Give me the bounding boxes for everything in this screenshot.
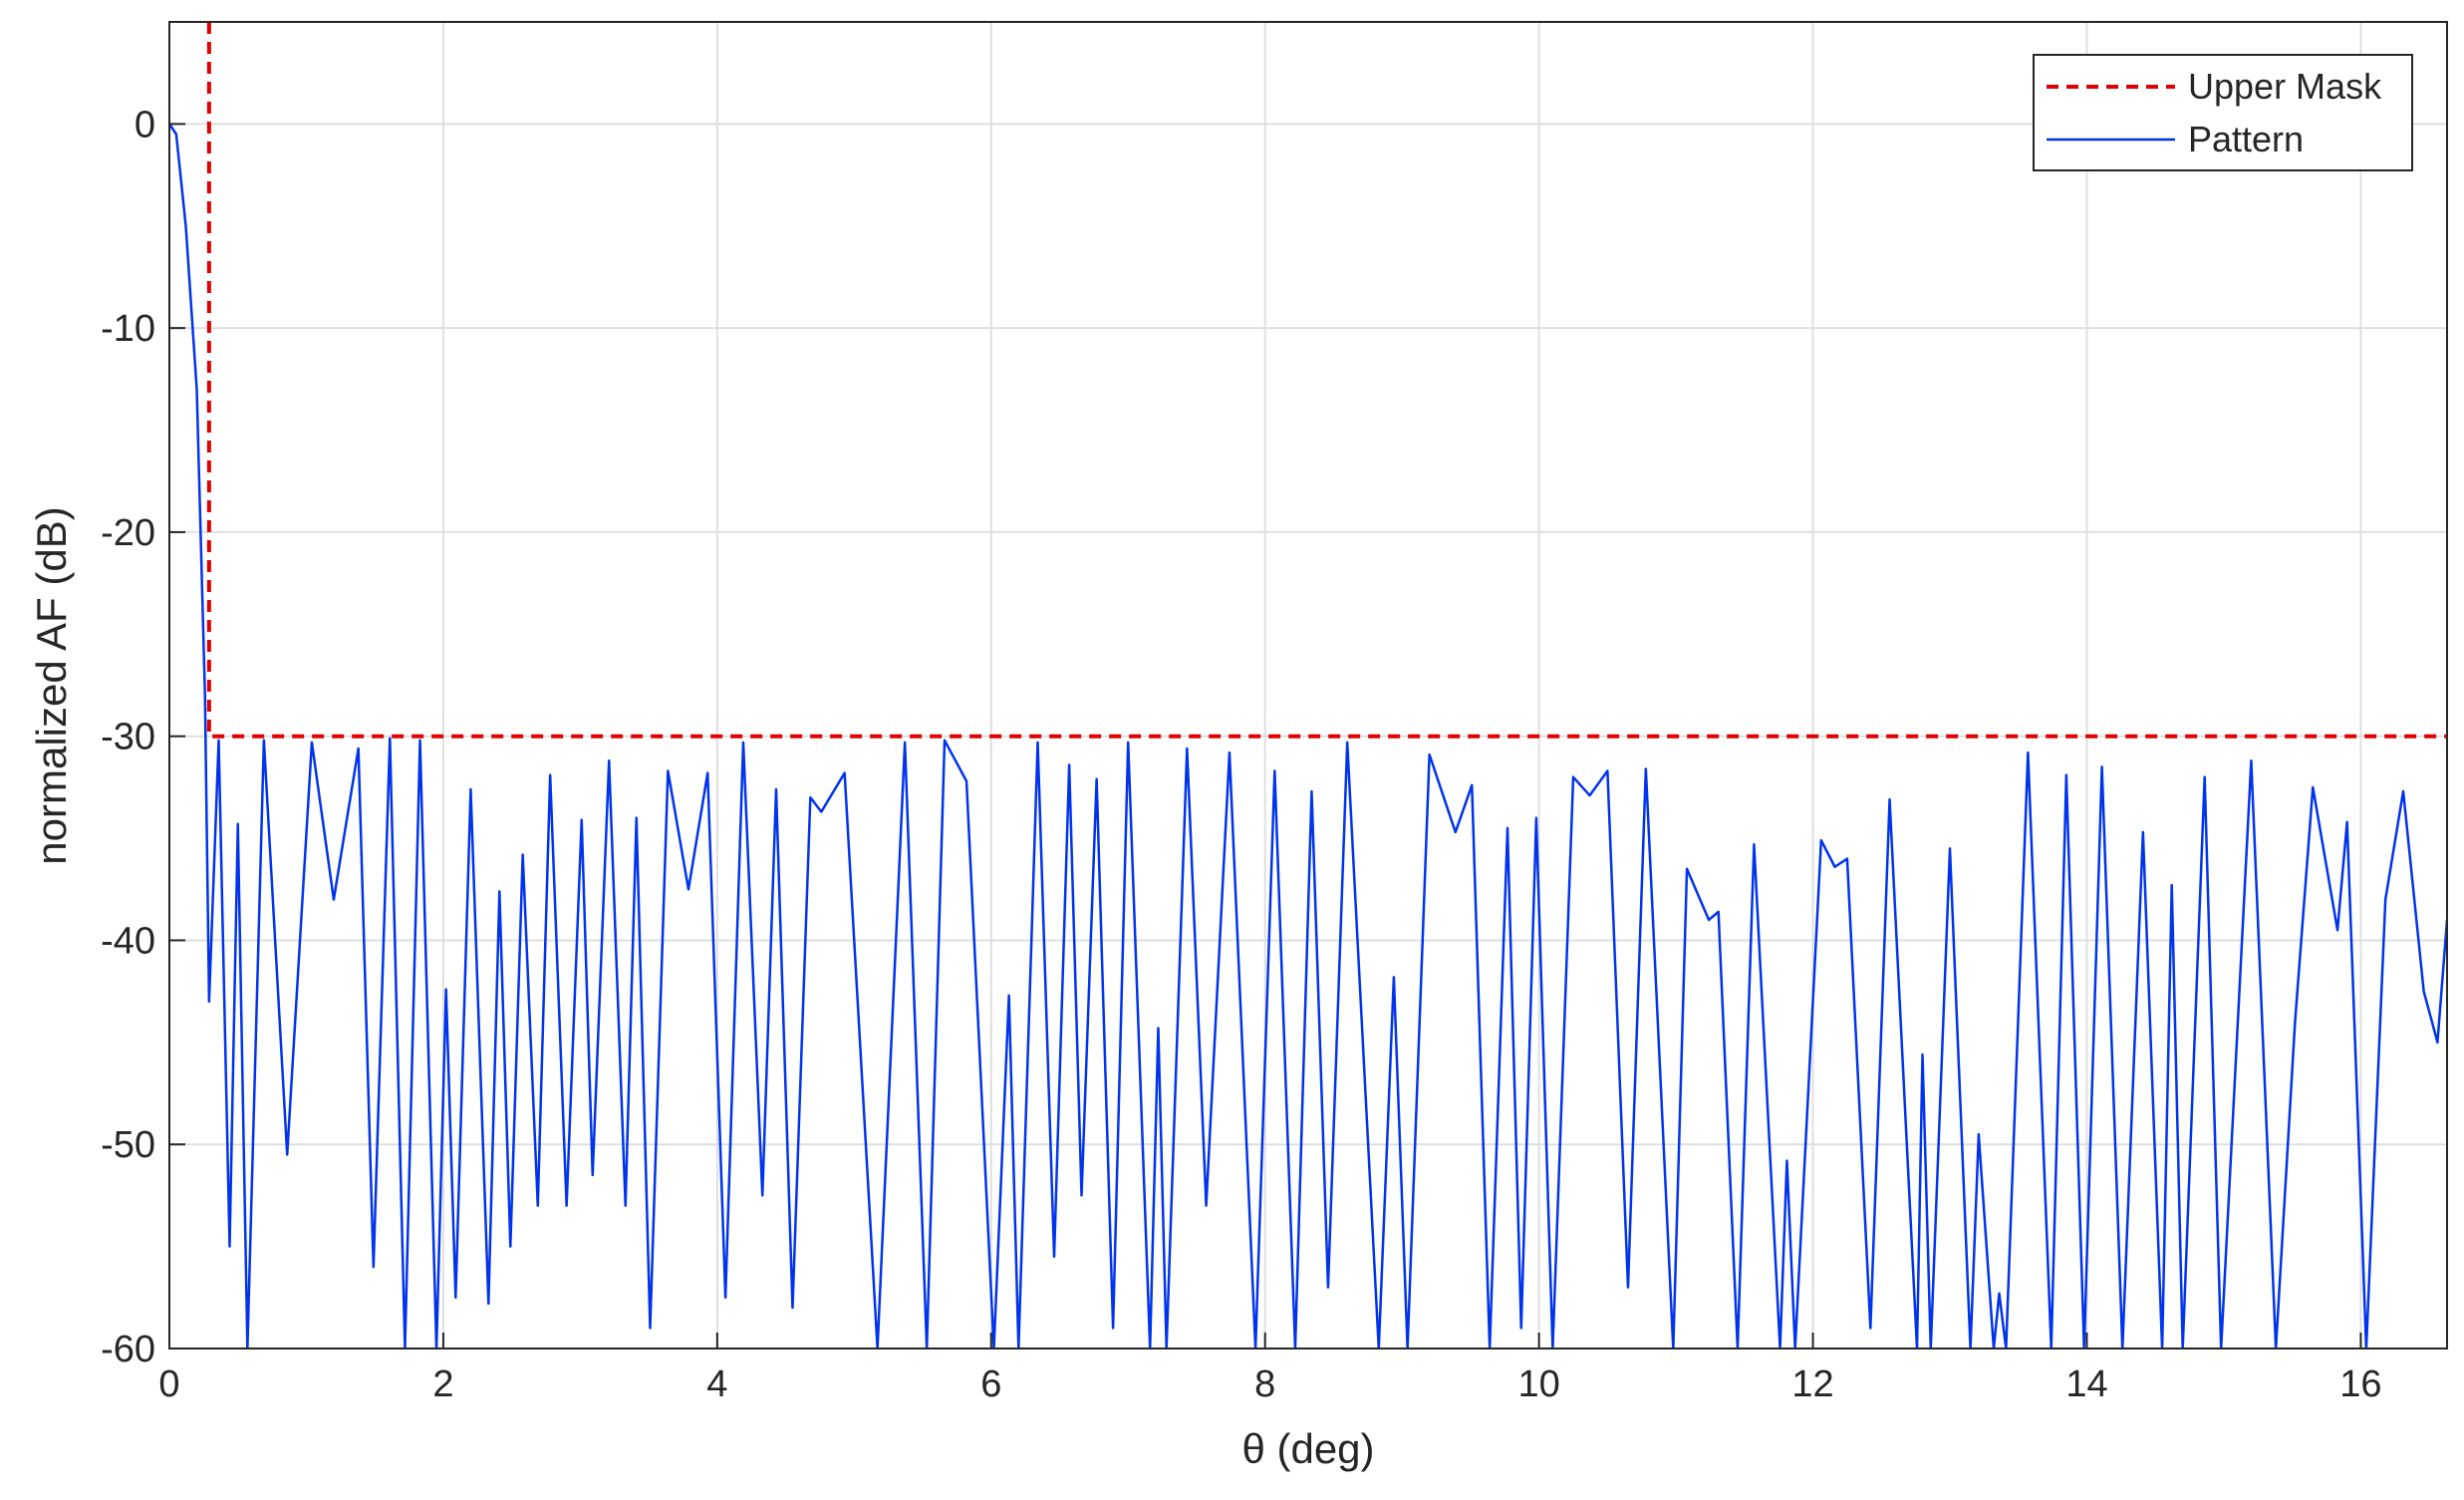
y-tick-label: -30: [101, 717, 155, 758]
x-tick-label: 8: [1254, 1363, 1275, 1405]
x-tick-label: 14: [2065, 1363, 2107, 1405]
x-tick-label: 6: [980, 1363, 1001, 1405]
legend-label: Upper Mask: [2188, 66, 2382, 107]
legend-box: [2033, 54, 2413, 171]
series-line: [169, 123, 2447, 1349]
ticks: 0 2 4 6 8 10 12 14 16 -60 -50 -40 -30 -20 -10 0: [101, 104, 2381, 1405]
x-tick-label: 10: [1517, 1363, 1559, 1405]
y-tick-label: 0: [135, 104, 155, 146]
x-tick-label: 4: [706, 1363, 727, 1405]
lines: [169, 22, 2447, 1349]
x-tick-label: 0: [158, 1363, 179, 1405]
y-axis-label: normalized AF (dB): [28, 506, 75, 864]
legend-label: Pattern: [2188, 119, 2304, 159]
plot-area: [169, 22, 2447, 1349]
y-tick-label: -40: [101, 920, 155, 962]
x-tick-label: 12: [1791, 1363, 1833, 1405]
y-tick-label: -20: [101, 512, 155, 554]
legend: Upper Mask Pattern: [2033, 54, 2413, 171]
x-tick-label: 16: [2339, 1363, 2381, 1405]
plot-frame: [168, 21, 2448, 1350]
x-tick-label: 2: [432, 1363, 453, 1405]
y-tick-label: -50: [101, 1124, 155, 1166]
x-axis-label: θ (deg): [1241, 1425, 1374, 1472]
y-tick-label: -10: [101, 308, 155, 350]
y-tick-label: -60: [101, 1329, 155, 1370]
